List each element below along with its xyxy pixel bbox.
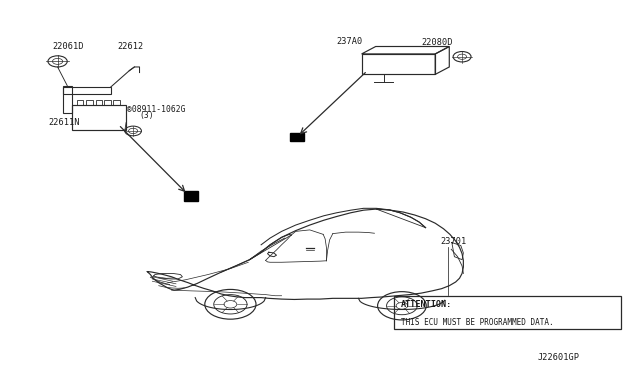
Text: (3): (3) bbox=[140, 111, 154, 120]
Text: 23701: 23701 bbox=[440, 237, 467, 246]
Text: ®08911-1062G: ®08911-1062G bbox=[127, 105, 185, 113]
Bar bbox=[184, 191, 198, 201]
Bar bbox=[63, 87, 111, 94]
Bar bbox=[290, 133, 304, 141]
Text: J22601GP: J22601GP bbox=[538, 353, 580, 362]
Text: THIS ECU MUST BE PROGRAMMED DATA.: THIS ECU MUST BE PROGRAMMED DATA. bbox=[401, 318, 554, 327]
Bar bbox=[113, 100, 120, 105]
Text: 22080D: 22080D bbox=[421, 38, 452, 46]
Text: 22061D: 22061D bbox=[52, 42, 84, 51]
Bar bbox=[394, 296, 621, 329]
Text: 237A0: 237A0 bbox=[336, 37, 362, 46]
Bar bbox=[72, 105, 126, 130]
Bar bbox=[86, 100, 93, 105]
Bar bbox=[77, 100, 83, 105]
Bar bbox=[362, 54, 435, 74]
Bar bbox=[63, 86, 72, 113]
Bar bbox=[96, 100, 102, 105]
Text: 22612: 22612 bbox=[117, 42, 143, 51]
Text: ATTENTION:: ATTENTION: bbox=[401, 300, 452, 309]
Text: 22611N: 22611N bbox=[48, 118, 79, 126]
Bar bbox=[104, 100, 111, 105]
